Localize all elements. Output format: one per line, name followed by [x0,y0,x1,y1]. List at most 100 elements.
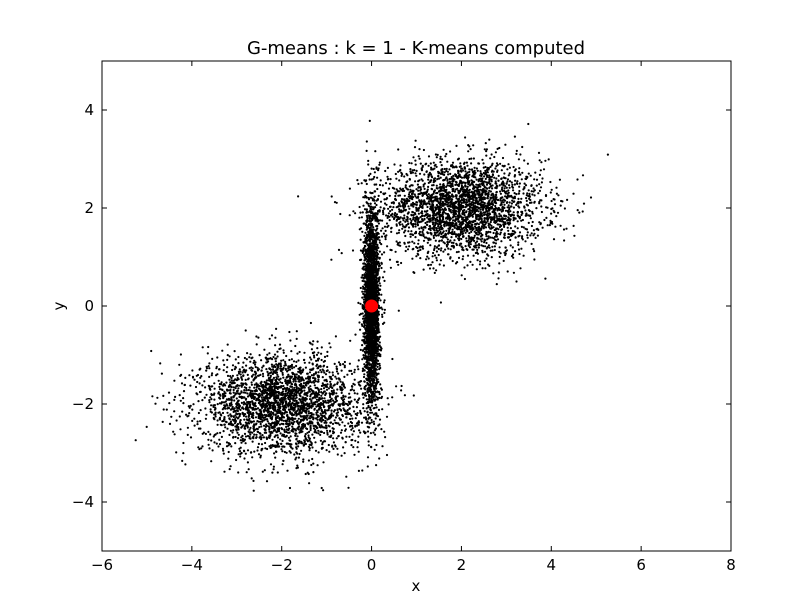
data-point [483,185,486,188]
data-point [199,409,202,412]
data-point [476,259,479,262]
data-point [272,403,275,406]
data-point [440,224,443,227]
data-point [518,182,522,185]
data-point [517,158,521,161]
data-point [479,197,482,200]
data-point [412,214,415,217]
data-point [395,219,398,222]
data-point [436,197,439,201]
data-point [494,180,497,183]
data-point [471,201,474,204]
data-point [259,422,262,426]
data-point [429,205,432,208]
data-point [503,187,506,190]
data-point [532,187,535,190]
data-point [512,197,515,200]
data-point [356,446,359,449]
data-point [302,401,305,404]
data-point [475,244,478,247]
data-point [199,390,202,393]
data-point [266,397,269,400]
data-point [268,385,271,388]
data-point [499,162,502,165]
data-point [508,172,511,175]
data-point [228,355,231,358]
data-point [380,235,384,238]
data-point [414,236,417,239]
data-point [431,168,434,171]
data-point [439,200,442,203]
data-point [208,367,211,370]
data-point [246,373,249,376]
data-point [437,175,440,178]
data-point [420,168,423,171]
data-point [517,248,521,251]
data-point [484,171,488,174]
data-point [421,218,424,221]
data-point [269,432,272,435]
data-point [182,441,185,445]
data-point [450,165,453,168]
data-point [422,228,425,231]
data-point [419,257,422,260]
data-point [408,199,411,202]
data-point [182,452,185,455]
data-point [427,178,430,181]
data-point [496,238,500,241]
data-point [338,407,341,410]
data-point [395,215,399,218]
data-point [493,213,496,216]
data-point [219,431,222,434]
data-point [459,187,463,190]
data-point [302,419,305,422]
data-point [424,163,427,166]
data-point [397,309,400,312]
data-point [484,245,487,248]
data-point [404,209,407,212]
data-point [487,195,490,198]
data-point [483,180,486,183]
data-point [488,246,491,249]
data-point [429,162,432,165]
data-point [560,199,563,203]
data-point [324,392,327,395]
data-point [310,463,313,467]
data-point [156,396,159,399]
data-point [325,449,328,452]
data-point [383,430,386,433]
data-point [196,380,199,384]
data-point [492,231,495,235]
data-point [412,216,415,219]
data-point [235,416,238,419]
data-point [387,207,390,210]
data-point [405,187,408,190]
data-point [435,246,439,249]
data-point [472,191,475,194]
data-point [471,210,474,214]
data-point [312,427,316,430]
data-point [488,138,491,141]
data-point [428,171,431,174]
data-point [354,333,357,336]
data-point [388,219,391,222]
data-point [412,205,415,208]
data-point [281,428,284,431]
data-point [312,462,315,465]
data-point [358,228,361,231]
data-point [479,172,482,175]
data-point [415,206,418,209]
data-point [526,231,529,234]
data-point [326,431,329,434]
data-point [295,364,298,368]
data-point [495,177,498,180]
data-point [239,455,242,458]
data-point [432,212,435,215]
data-point [455,233,458,236]
data-point [410,162,413,165]
data-point [398,241,401,244]
data-point [446,160,449,163]
data-point [501,186,504,189]
data-point [459,162,462,165]
data-point [454,212,458,215]
